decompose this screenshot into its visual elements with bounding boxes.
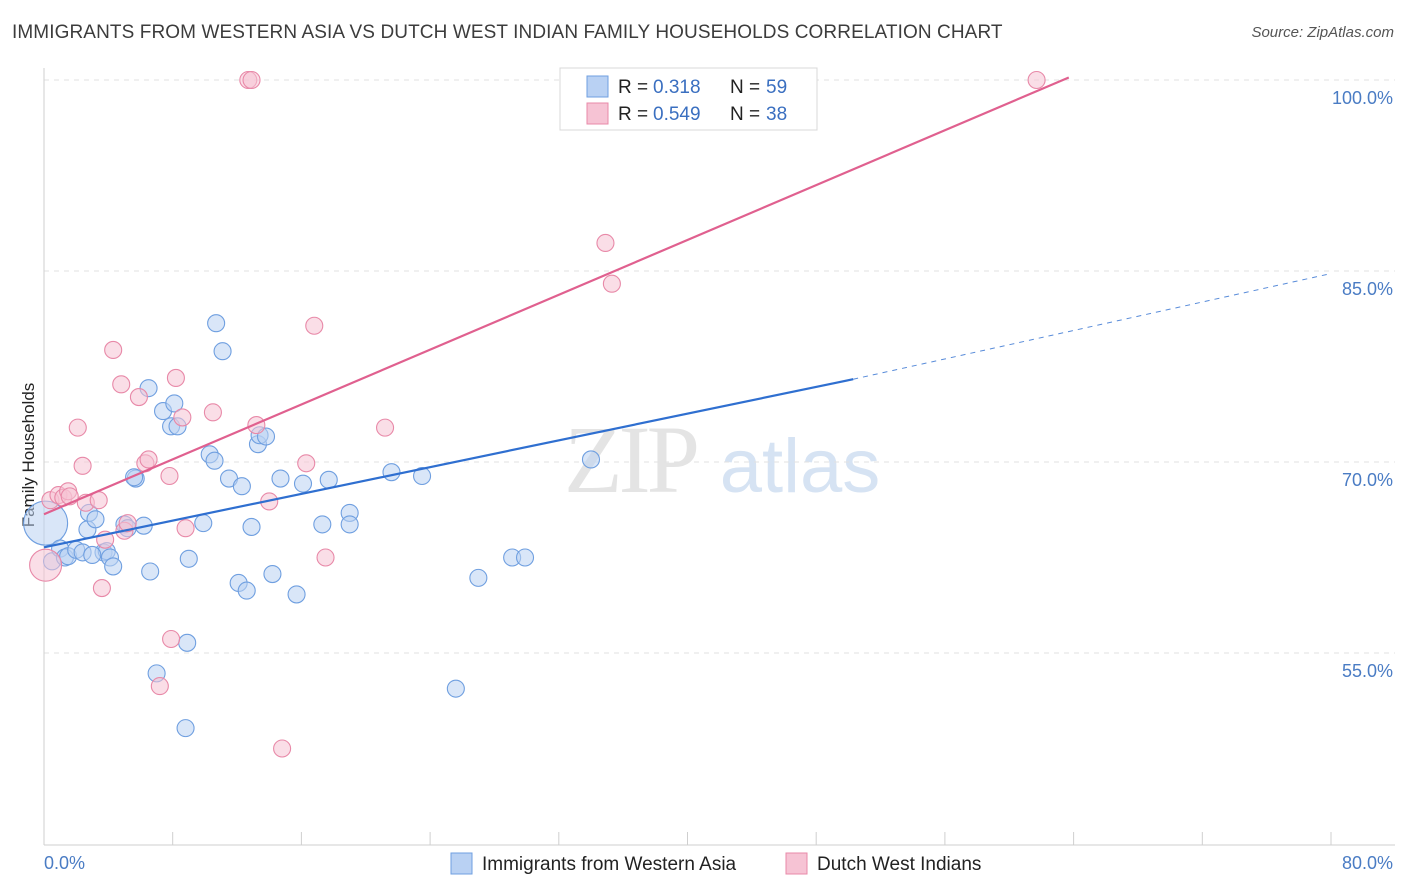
chart-source: Source: ZipAtlas.com xyxy=(1251,24,1394,41)
western-asia-point-50 xyxy=(446,679,465,698)
series-legend-swatch-blue xyxy=(450,852,473,875)
legend-r-label-1: R = xyxy=(618,77,648,98)
western-asia-point-31 xyxy=(213,342,232,361)
series-legend-label-blue: Immigrants from Western Asia xyxy=(482,854,737,875)
western-asia-point-43 xyxy=(293,474,313,493)
dutch-west-indian-point-6 xyxy=(68,418,87,437)
series-dutch-west-indians-points xyxy=(29,70,1046,758)
dutch-west-indian-point-10 xyxy=(92,579,111,598)
dutch-west-indian-point-0 xyxy=(29,548,63,582)
western-asia-point-36 xyxy=(242,517,261,536)
western-asia-point-41 xyxy=(271,469,290,488)
western-asia-point-54 xyxy=(581,450,601,469)
y-tick-label-55: 55.0% xyxy=(1342,661,1393,681)
western-asia-point-29 xyxy=(205,451,224,470)
legend-n-label-1: N = xyxy=(730,77,760,98)
western-asia-point-58 xyxy=(83,545,102,565)
series-legend: Immigrants from Western Asia Dutch West … xyxy=(450,852,981,875)
legend-n-label-2: N = xyxy=(730,104,760,125)
western-asia-point-26 xyxy=(179,549,198,568)
x-tick-marks xyxy=(43,832,1332,845)
legend-n-value-1: 59 xyxy=(766,77,787,98)
trend-line-dutch-west-indians xyxy=(43,76,1070,516)
dutch-west-indian-point-30 xyxy=(305,316,324,335)
trend-lines xyxy=(43,76,1332,549)
western-asia-point-13 xyxy=(104,557,123,576)
y-tick-label-70: 70.0% xyxy=(1342,470,1393,490)
western-asia-point-55 xyxy=(176,719,195,738)
western-asia-point-25 xyxy=(178,633,197,652)
dutch-west-indian-point-36 xyxy=(118,514,137,533)
western-asia-point-35 xyxy=(237,581,256,600)
western-asia-point-9 xyxy=(86,510,105,529)
dutch-west-indian-point-32 xyxy=(376,418,395,437)
dutch-west-indian-point-15 xyxy=(129,388,148,407)
dutch-west-indian-point-25 xyxy=(242,70,261,90)
dutch-west-indian-point-17 xyxy=(139,450,158,469)
dutch-west-indian-point-37 xyxy=(160,466,179,486)
gridlines xyxy=(44,79,1395,654)
dutch-west-indian-point-7 xyxy=(73,456,92,475)
western-asia-point-49 xyxy=(413,466,432,486)
legend-r-value-1: 0.318 xyxy=(653,77,701,98)
western-asia-point-47 xyxy=(340,515,359,534)
western-asia-point-19 xyxy=(141,562,160,581)
western-asia-point-45 xyxy=(319,470,338,489)
x-tick-label-min: 0.0% xyxy=(44,853,85,873)
axes xyxy=(43,68,1395,846)
legend-swatch-blue xyxy=(586,75,609,98)
dutch-west-indian-point-13 xyxy=(112,375,131,394)
series-legend-label-pink: Dutch West Indians xyxy=(817,854,981,875)
dutch-west-indian-point-28 xyxy=(273,739,292,758)
dutch-west-indian-point-12 xyxy=(104,340,123,359)
legend-r-value-2: 0.549 xyxy=(653,104,701,125)
western-asia-point-51 xyxy=(469,568,488,587)
legend-swatch-pink xyxy=(586,102,609,125)
dutch-west-indian-point-33 xyxy=(596,233,615,253)
trend-line-western-asia xyxy=(43,378,854,549)
western-asia-point-27 xyxy=(194,514,213,533)
western-asia-point-40 xyxy=(263,565,282,584)
dutch-west-indian-point-31 xyxy=(316,548,335,567)
dutch-west-indian-point-35 xyxy=(1027,70,1046,90)
y-tick-label-100: 100.0% xyxy=(1332,88,1393,108)
y-tick-label-85: 85.0% xyxy=(1342,279,1393,299)
chart-title: IMMIGRANTS FROM WESTERN ASIA VS DUTCH WE… xyxy=(12,22,1003,43)
dutch-west-indian-point-18 xyxy=(150,677,169,696)
x-tick-label-max: 80.0% xyxy=(1342,853,1393,873)
y-axis-label: Family Households xyxy=(19,383,38,528)
dutch-west-indian-point-20 xyxy=(166,368,185,388)
western-asia-point-44 xyxy=(313,515,332,534)
dutch-west-indian-point-34 xyxy=(602,274,621,293)
trend-line-western-asia-extension xyxy=(853,273,1332,380)
stats-legend: R = 0.318 N = 59 R = 0.549 N = 38 xyxy=(559,67,818,131)
western-asia-point-23 xyxy=(165,394,184,413)
dutch-west-indian-point-19 xyxy=(162,629,181,649)
series-western-asia-points xyxy=(23,68,761,738)
dutch-west-indian-point-22 xyxy=(176,519,195,538)
dutch-west-indian-point-29 xyxy=(297,454,316,473)
series-legend-swatch-pink xyxy=(785,852,808,875)
western-asia-point-30 xyxy=(207,314,226,333)
dutch-west-indian-point-21 xyxy=(173,408,192,427)
legend-n-value-2: 38 xyxy=(766,104,787,125)
y-tick-labels: 55.0% 70.0% 85.0% 100.0% xyxy=(1332,88,1393,681)
western-asia-point-33 xyxy=(232,477,251,496)
western-asia-point-53 xyxy=(515,548,535,567)
watermark-atlas: atlas xyxy=(720,424,881,509)
western-asia-point-42 xyxy=(287,585,306,604)
dutch-west-indian-point-23 xyxy=(203,403,222,422)
legend-r-label-2: R = xyxy=(618,104,648,125)
western-asia-point-48 xyxy=(382,463,401,482)
